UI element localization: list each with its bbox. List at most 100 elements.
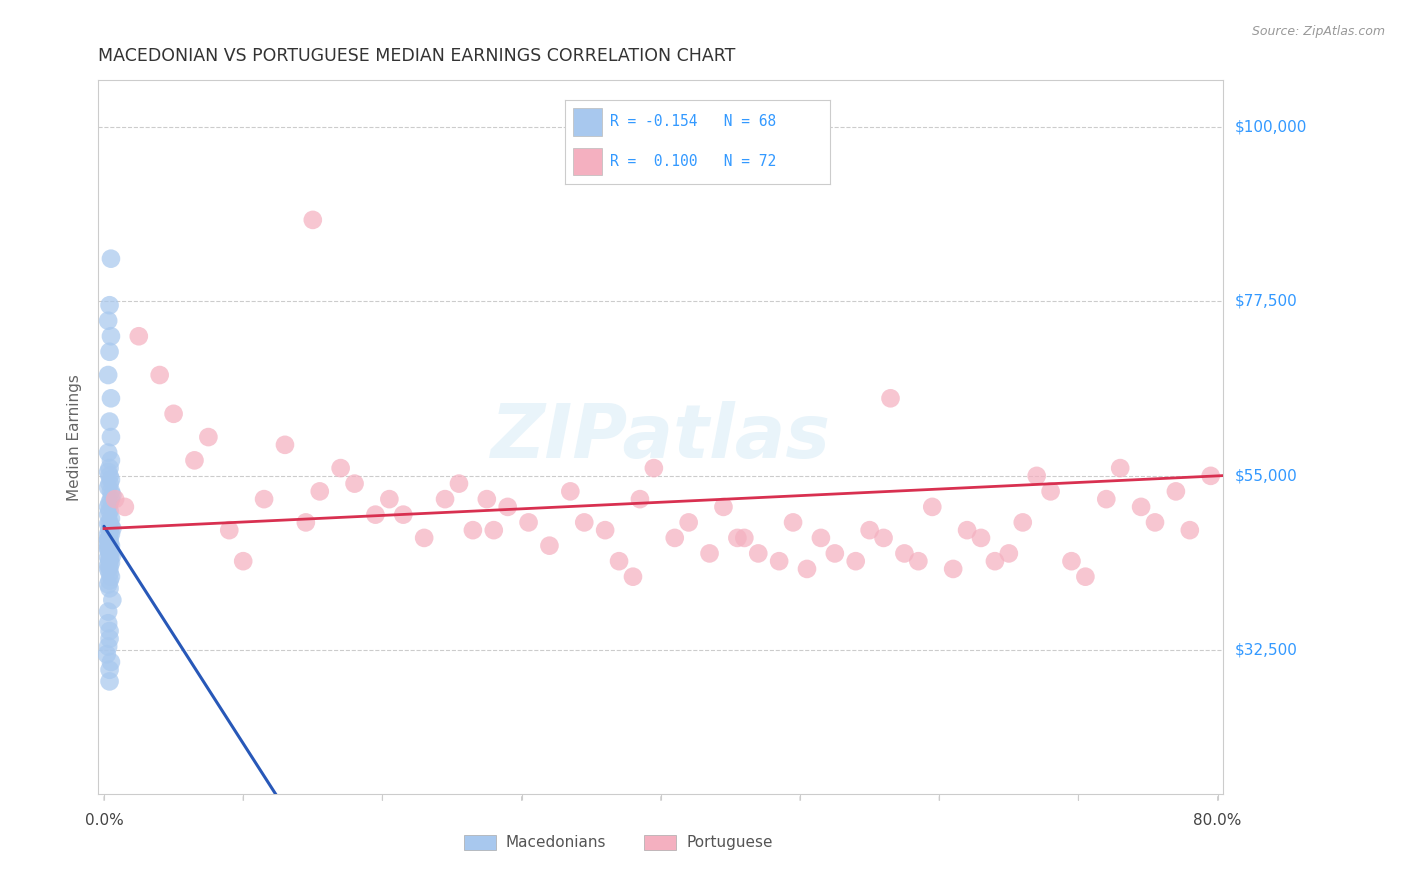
Point: [98, 663, 121, 677]
Point: [100, 473, 122, 487]
Point: [1130, 500, 1153, 514]
Point: [859, 523, 882, 537]
Point: [845, 554, 868, 568]
Point: [98, 566, 121, 580]
Point: [114, 500, 136, 514]
Point: [1109, 461, 1132, 475]
Point: [98, 674, 121, 689]
Point: [1143, 516, 1166, 530]
Point: [162, 407, 184, 421]
Point: [98, 461, 121, 475]
Point: [1199, 468, 1222, 483]
Point: [97, 533, 120, 547]
Point: [308, 484, 330, 499]
Point: [98, 476, 121, 491]
Point: [607, 554, 630, 568]
Point: [232, 554, 254, 568]
Point: [97, 527, 120, 541]
Point: [392, 508, 415, 522]
Point: [97, 616, 120, 631]
Point: [725, 531, 748, 545]
Point: [329, 461, 352, 475]
Point: [475, 492, 498, 507]
Text: $77,500: $77,500: [1234, 293, 1298, 309]
Point: [218, 523, 240, 537]
Point: [1164, 484, 1187, 499]
Point: [782, 516, 804, 530]
Y-axis label: Median Earnings: Median Earnings: [67, 374, 83, 500]
Point: [643, 461, 665, 475]
Point: [96, 647, 118, 661]
Text: MACEDONIAN VS PORTUGUESE MEDIAN EARNINGS CORRELATION CHART: MACEDONIAN VS PORTUGUESE MEDIAN EARNINGS…: [98, 47, 735, 65]
Point: [97, 533, 120, 547]
Point: [101, 488, 124, 502]
Text: 0.0%: 0.0%: [84, 814, 124, 829]
Point: [824, 546, 846, 560]
Text: $100,000: $100,000: [1234, 120, 1306, 135]
Point: [100, 556, 122, 570]
Text: Source: ZipAtlas.com: Source: ZipAtlas.com: [1251, 25, 1385, 38]
Point: [97, 542, 120, 557]
Point: [104, 492, 127, 507]
Point: [1025, 468, 1047, 483]
Point: [98, 552, 121, 566]
Text: 80.0%: 80.0%: [1194, 814, 1241, 829]
Point: [664, 531, 686, 545]
Point: [98, 496, 121, 510]
Point: [97, 605, 120, 619]
Point: [97, 500, 120, 514]
Text: Macedonians: Macedonians: [506, 835, 606, 850]
Point: [274, 438, 297, 452]
Point: [956, 523, 979, 537]
Point: [100, 252, 122, 266]
Point: [98, 468, 121, 483]
FancyBboxPatch shape: [644, 835, 676, 850]
Point: [98, 546, 121, 560]
Point: [98, 539, 121, 553]
Point: [98, 504, 121, 518]
Point: [100, 519, 122, 533]
Point: [699, 546, 721, 560]
Point: [128, 329, 150, 343]
Point: [942, 562, 965, 576]
Point: [301, 213, 323, 227]
Point: [97, 516, 120, 531]
Text: $55,000: $55,000: [1234, 468, 1298, 483]
Point: [98, 298, 121, 312]
Point: [461, 523, 484, 537]
Point: [921, 500, 943, 514]
Point: [100, 329, 122, 343]
Point: [98, 516, 121, 530]
Point: [97, 558, 120, 572]
Point: [101, 522, 124, 536]
Point: [496, 500, 519, 514]
Text: $32,500: $32,500: [1234, 643, 1298, 658]
Point: [97, 550, 120, 565]
Point: [364, 508, 387, 522]
Point: [970, 531, 993, 545]
Point: [98, 523, 121, 537]
Point: [796, 562, 818, 576]
Point: [97, 445, 120, 459]
Point: [621, 570, 644, 584]
Point: [98, 582, 121, 596]
Text: Portuguese: Portuguese: [686, 835, 773, 850]
Point: [768, 554, 790, 568]
Point: [97, 465, 120, 479]
Point: [98, 523, 121, 537]
Point: [879, 392, 901, 406]
Point: [998, 546, 1021, 560]
Point: [593, 523, 616, 537]
Point: [101, 548, 124, 562]
Point: [100, 527, 122, 541]
Point: [1060, 554, 1083, 568]
Point: [97, 508, 120, 522]
Point: [97, 537, 120, 551]
Point: [98, 632, 121, 646]
Point: [100, 453, 122, 467]
Point: [295, 516, 318, 530]
Point: [100, 539, 122, 553]
Point: [733, 531, 755, 545]
Point: [343, 476, 366, 491]
Point: [97, 640, 120, 654]
